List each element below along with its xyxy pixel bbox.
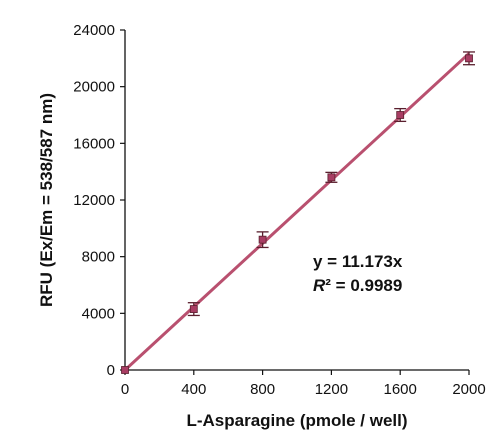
r-squared-annotation: R² = 0.9989	[313, 276, 402, 295]
trendline	[123, 52, 471, 372]
data-point	[465, 54, 473, 63]
data-point	[121, 366, 129, 374]
chart-axes	[124, 30, 469, 371]
y-tick-label: 12000	[73, 192, 115, 209]
y-tick-label: 16000	[73, 135, 115, 152]
trendline-layer	[123, 52, 471, 372]
data-point	[327, 173, 336, 182]
data-point	[258, 235, 267, 244]
r-squared-symbol: R	[313, 276, 326, 295]
r-squared-value: ² = 0.9989	[325, 276, 402, 295]
x-tick-label: 400	[181, 381, 206, 398]
x-tick-label: 800	[250, 381, 275, 398]
x-tick-label: 0	[121, 381, 129, 398]
y-axis-ticks: 0 4000 8000 12000 16000 20000 24000	[73, 22, 125, 379]
y-tick-label: 20000	[73, 79, 115, 96]
y-axis-title: RFU (Ex/Em = 538/587 nm)	[37, 93, 56, 307]
x-tick-label: 2000	[452, 381, 485, 398]
x-axis-title: L-Asparagine (pmole / well)	[186, 411, 407, 430]
x-tick-label: 1200	[315, 381, 348, 398]
data-points	[121, 54, 473, 374]
data-point	[396, 111, 405, 119]
y-tick-label: 24000	[73, 22, 115, 39]
y-tick-label: 0	[107, 362, 115, 379]
y-tick-label: 8000	[82, 249, 115, 266]
y-tick-label: 4000	[82, 305, 115, 322]
data-point	[189, 305, 198, 313]
equation-annotation: y = 11.173x	[313, 252, 403, 271]
x-tick-label: 1600	[384, 381, 417, 398]
x-axis-ticks: 0 400 800 1200 1600 2000	[121, 370, 486, 398]
